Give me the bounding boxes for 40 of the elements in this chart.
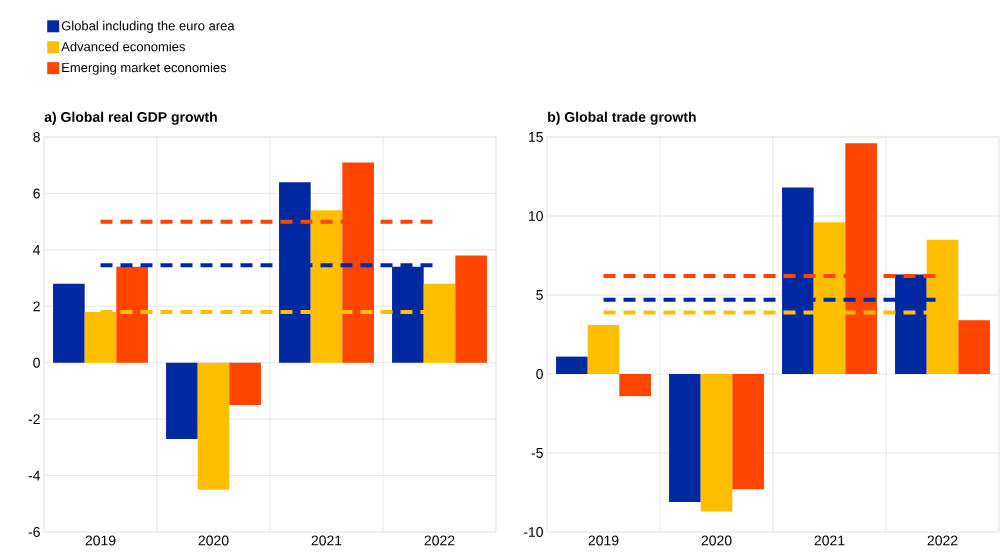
x-tick-label: 2022 [424,535,455,546]
legend-label: Advanced economies [61,41,185,52]
x-tick-label: 2021 [814,535,845,546]
x-tick-label: 2021 [311,535,342,546]
y-tick-label: -10 [523,527,543,537]
x-tick-label: 2019 [85,535,116,546]
bar [587,325,620,374]
y-tick-label: 2 [33,301,40,312]
bar [53,283,85,363]
y-tick-label: 0 [536,369,543,379]
x-tick-label: 2020 [701,535,732,546]
y-tick-label: 4 [33,245,41,255]
y-tick-label: -2 [28,414,40,425]
bar [700,374,733,512]
x-tick-label: 2022 [927,535,958,546]
y-tick-label: -6 [28,527,40,537]
y-tick-label: 8 [33,132,40,142]
bar [958,320,990,374]
chart-title: a) Global real GDP growth [44,111,217,125]
y-tick-label: 10 [528,211,543,221]
legend-label: Emerging market economies [62,62,227,75]
y-tick-label: 0 [33,357,40,368]
bar [166,362,198,439]
bar [619,374,651,397]
bar [455,255,487,363]
y-tick-label: -5 [531,448,543,458]
x-tick-label: 2020 [198,535,229,546]
bar [669,374,701,502]
bar [229,362,261,406]
bar [556,356,588,374]
bar [116,266,148,363]
bar [197,362,230,490]
y-tick-label: 15 [528,132,543,142]
y-tick-label: 5 [536,290,543,300]
x-tick-label: 2019 [588,535,619,546]
y-tick-label: 6 [33,188,40,199]
chart-title: b) Global trade growth [548,111,696,125]
bar [732,374,764,490]
y-tick-label: -4 [28,470,41,481]
legend-label: Global including the euro area [61,20,235,33]
